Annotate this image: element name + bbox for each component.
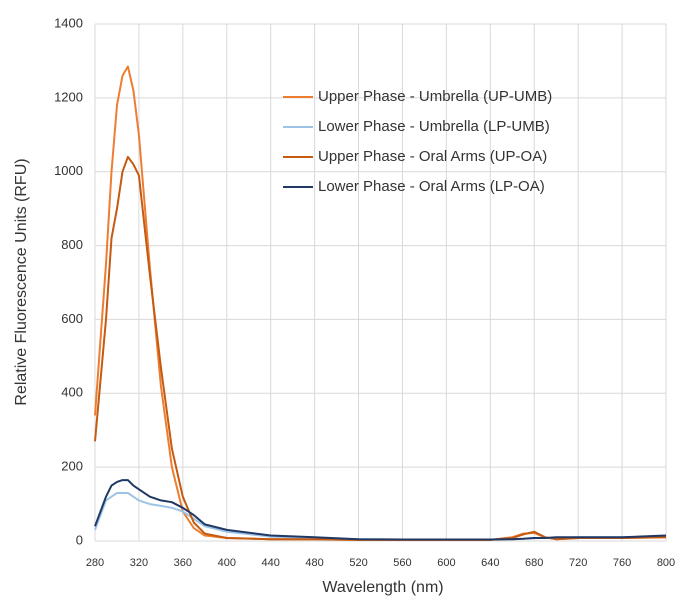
x-tick-label: 520 <box>349 557 367 569</box>
legend-label: Lower Phase - Umbrella (LP-UMB) <box>318 118 550 135</box>
x-axis-title: Wavelength (nm) <box>322 579 443 596</box>
y-tick-label: 600 <box>61 311 83 326</box>
x-tick-label: 440 <box>262 557 280 569</box>
legend-label: Upper Phase - Oral Arms (UP-OA) <box>318 148 547 165</box>
legend-label: Upper Phase - Umbrella (UP-UMB) <box>318 88 552 105</box>
y-tick-label: 0 <box>76 532 83 547</box>
y-tick-label: 1400 <box>54 15 83 30</box>
y-tick-label: 200 <box>61 459 83 474</box>
x-tick-label: 360 <box>174 557 192 569</box>
x-tick-label: 600 <box>437 557 455 569</box>
series-line <box>94 479 667 541</box>
x-tick-label: 680 <box>525 557 543 569</box>
x-tick-label: 480 <box>305 557 323 569</box>
series-line <box>94 155 667 541</box>
x-tick-label: 400 <box>218 557 236 569</box>
series-line <box>94 65 667 541</box>
y-tick-label: 400 <box>61 385 83 400</box>
y-tick-label: 1200 <box>54 89 83 104</box>
y-axis-title: Relative Fluorescence Units (RFU) <box>13 158 30 405</box>
y-tick-label: 1000 <box>54 163 83 178</box>
x-tick-label: 800 <box>657 557 675 569</box>
x-tick-label: 320 <box>130 557 148 569</box>
x-tick-label: 760 <box>613 557 631 569</box>
x-tick-label: 560 <box>393 557 411 569</box>
x-tick-label: 640 <box>481 557 499 569</box>
x-tick-label: 280 <box>86 557 104 569</box>
legend-label: Lower Phase - Oral Arms (LP-OA) <box>318 178 545 195</box>
y-tick-label: 800 <box>61 237 83 252</box>
x-tick-label: 720 <box>569 557 587 569</box>
